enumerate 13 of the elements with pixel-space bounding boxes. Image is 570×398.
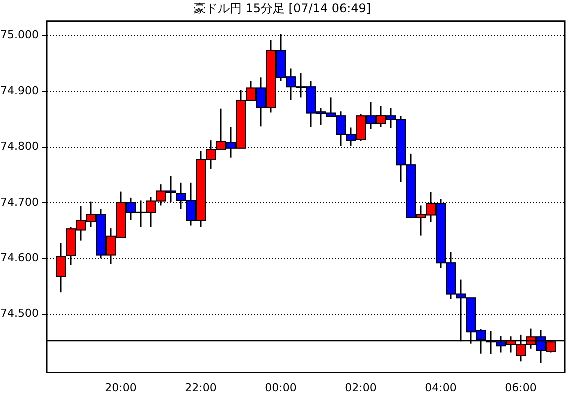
x-tick-label: 22:00 [185,381,217,394]
y-tick-label: 74.700 [0,196,39,209]
y-tick-label: 75.000 [0,28,39,42]
chart-title: 豪ドル円 15分足 [07/14 06:49] [194,1,372,16]
y-tick-label: 74.500 [0,307,39,320]
x-tick-label: 06:00 [505,381,537,394]
y-tick-label: 74.600 [0,251,39,264]
y-tick-label: 74.800 [0,140,39,154]
x-tick-label: 04:00 [425,381,457,394]
y-tick-label: 74.900 [0,84,39,98]
x-tick-label: 02:00 [345,381,377,394]
x-tick-label: 00:00 [265,381,297,394]
x-tick-label: 20:00 [105,381,137,394]
